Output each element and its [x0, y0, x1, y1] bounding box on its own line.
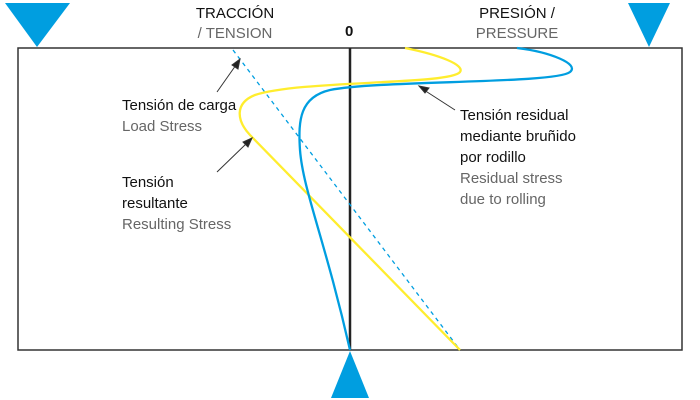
- resulting-stress-label-en: Resulting Stress: [122, 216, 232, 233]
- load-stress-line: [232, 49, 461, 351]
- left-marker-triangle: [5, 3, 70, 47]
- residual-stress-curve: [298, 46, 574, 351]
- pressure-label-es: PRESIÓN /: [479, 5, 555, 22]
- right-marker-triangle: [628, 3, 670, 47]
- residual-stress-label-es-1: Tensión residual: [460, 107, 569, 124]
- tension-label-en: / TENSION: [197, 25, 273, 42]
- resulting-stress-label-es-1: Tensión: [122, 174, 174, 191]
- resulting-stress-curve: [238, 46, 462, 351]
- residual-stress-label-en-2: due to rolling: [460, 191, 546, 208]
- load-stress-label-en: Load Stress: [122, 118, 203, 135]
- residual-stress-label-es-3: por rodillo: [460, 149, 526, 166]
- annotation-arrows: [216, 57, 456, 173]
- load-stress-label-es: Tensión de carga: [122, 97, 237, 114]
- pressure-label-en: PRESSURE: [475, 25, 559, 42]
- tension-label-es: TRACCIÓN: [195, 5, 275, 22]
- bottom-marker-triangle: [331, 351, 369, 398]
- resulting-stress-label-es-2: resultante: [122, 195, 188, 212]
- residual-stress-label-en-1: Residual stress: [460, 170, 563, 187]
- zero-label: 0: [345, 23, 354, 40]
- residual-stress-label-es-2: mediante bruñido: [460, 128, 576, 145]
